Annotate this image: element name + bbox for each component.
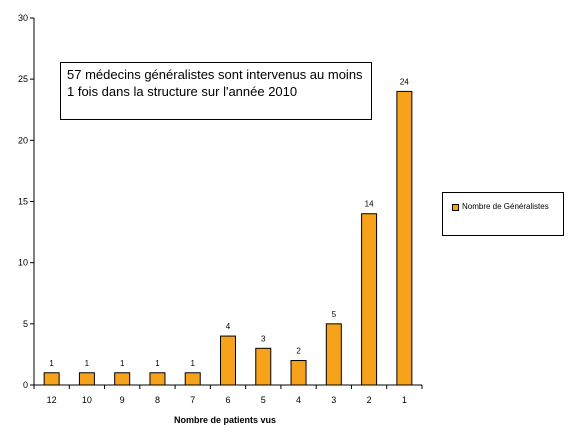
- x-tick-label: 6: [225, 395, 230, 405]
- y-tick-label: 25: [18, 74, 28, 84]
- data-label: 1: [191, 359, 196, 368]
- y-tick-label: 20: [18, 135, 28, 145]
- data-label: 2: [296, 347, 301, 356]
- x-tick-label: 9: [120, 395, 125, 405]
- bars: [43, 90, 413, 386]
- bar-8: [149, 372, 166, 386]
- bar-1: [396, 90, 413, 386]
- bar-10: [78, 372, 95, 386]
- x-tick-label: 2: [367, 395, 372, 405]
- data-label: 3: [261, 334, 266, 343]
- data-label: 1: [120, 359, 125, 368]
- bar-12: [43, 372, 60, 386]
- y-tick-label: 15: [18, 197, 28, 207]
- data-label: 1: [85, 359, 90, 368]
- data-label: 14: [365, 200, 374, 209]
- bar-4: [290, 360, 307, 386]
- data-label: 5: [332, 310, 337, 319]
- x-tick-label: 1: [402, 395, 407, 405]
- y-tick-label: 10: [18, 258, 28, 268]
- chart-annotation: 57 médecins généralistes sont intervenus…: [60, 62, 372, 120]
- bar-5: [255, 347, 272, 386]
- x-tick-label: 3: [331, 395, 336, 405]
- x-tick-label: 10: [82, 395, 92, 405]
- legend-swatch: [452, 204, 459, 211]
- legend-label: Nombre de Généralistes: [462, 202, 549, 211]
- y-tick-label: 5: [23, 319, 28, 329]
- x-tick-label: 7: [190, 395, 195, 405]
- x-tick-label: 8: [155, 395, 160, 405]
- x-tick-label: 5: [261, 395, 266, 405]
- x-tick-label: 4: [296, 395, 301, 405]
- y-tick-label: 30: [18, 13, 28, 23]
- x-axis: 12 10 9 8 7 6 5 4 3 2 1: [33, 384, 423, 405]
- legend: Nombre de Généralistes: [442, 192, 564, 236]
- x-axis-title: Nombre de patients vus: [174, 415, 276, 425]
- bar-6: [220, 335, 236, 386]
- x-tick-label: 12: [47, 395, 57, 405]
- data-label: 24: [400, 77, 409, 86]
- data-label: 4: [226, 322, 231, 331]
- bar-2: [361, 213, 378, 386]
- data-label: 1: [155, 359, 160, 368]
- bar-7: [184, 372, 201, 386]
- data-label: 1: [49, 359, 54, 368]
- y-tick-label: 0: [23, 380, 28, 390]
- bar-3: [325, 323, 342, 386]
- bar-9: [114, 372, 131, 386]
- y-axis: 0 5 10 15 20 25 30: [18, 13, 35, 390]
